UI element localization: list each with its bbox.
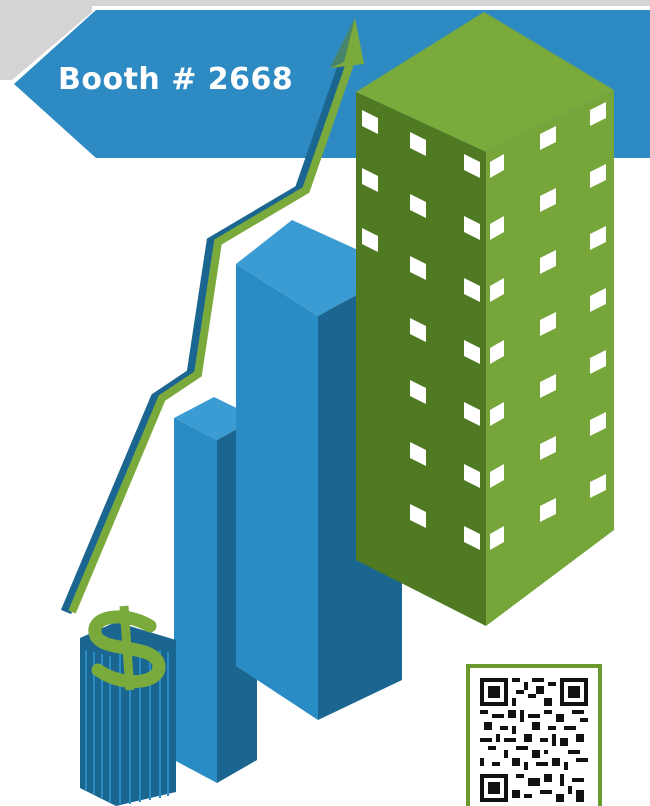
qr-code-icon[interactable]: [466, 664, 602, 806]
gray-side-band: [0, 0, 92, 80]
building-windows: [362, 102, 606, 550]
gray-top-band: [0, 0, 650, 6]
growth-arrow-icon: [60, 18, 364, 615]
dollar-sign-icon: [80, 605, 176, 806]
qr-code-pattern: [480, 678, 588, 802]
booth-number-label: Booth # 2668: [58, 62, 294, 97]
office-building-icon: [356, 12, 614, 626]
